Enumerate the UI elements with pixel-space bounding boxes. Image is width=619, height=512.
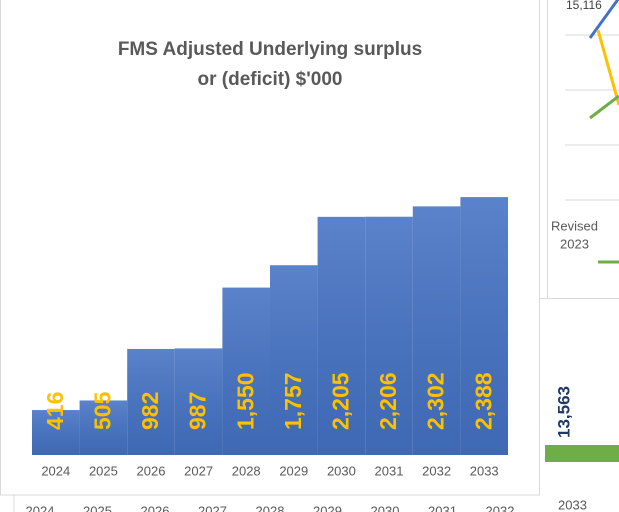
bottom-axis: 2024 2025 2026 2027 2028 2029 2030 2031 2032	[26, 503, 515, 512]
bar-shade	[365, 216, 413, 455]
data-label: 2,206	[375, 372, 401, 430]
data-label: 1,757	[280, 372, 306, 430]
bar-shade	[174, 348, 223, 455]
x-tick-label: 2029	[313, 503, 342, 512]
line	[588, 0, 619, 39]
x-tick-label: 2031	[428, 503, 457, 512]
bar-shade	[79, 400, 128, 455]
bar-shade	[127, 348, 175, 455]
bar-shade	[270, 265, 318, 455]
x-tick-label: 2032	[486, 503, 515, 512]
x-tick-label: 2026	[137, 463, 166, 478]
data-label: 1,550	[232, 372, 258, 430]
data-label: 505	[89, 391, 115, 430]
x-tick-label: 2028	[256, 503, 285, 512]
data-label: 982	[137, 392, 163, 430]
bar-shade	[32, 410, 80, 455]
x-tick-label: 2025	[83, 503, 112, 512]
x-tick-label: 2032	[422, 463, 451, 478]
x-tick-label: 2025	[89, 463, 118, 478]
data-label: 987	[185, 392, 211, 430]
x-tick-label: 2030	[371, 503, 400, 512]
chart-subtitle: or (deficit) $'000	[198, 69, 343, 90]
x-tick-label: 2026	[141, 503, 170, 512]
x-tick-label: 2027	[184, 463, 213, 478]
axis-label: Revised	[551, 218, 598, 233]
bar-shade	[317, 216, 366, 455]
data-label: 2,388	[470, 372, 496, 430]
x-tick-label: 2031	[375, 463, 404, 478]
line	[589, 94, 619, 120]
bars: 416 2024 505 2025 982 2026 987 2027 1,550 2028 1,7…	[32, 197, 508, 478]
line	[596, 29, 619, 106]
data-label: 15,116	[566, 0, 602, 12]
x-tick-label: 2030	[327, 463, 356, 478]
x-tick-label: 2033	[470, 463, 499, 478]
x-tick-label: 2024	[26, 503, 55, 512]
data-label: 416	[42, 392, 68, 430]
data-label: 13,563	[554, 386, 573, 438]
x-tick-label: 2024	[41, 463, 70, 478]
x-tick-label: 2028	[232, 463, 261, 478]
bar-shade	[412, 206, 461, 455]
data-label: 2,205	[327, 372, 353, 430]
bar-shade	[222, 287, 270, 455]
chart-title: FMS Adjusted Underlying surplus	[118, 39, 422, 60]
bar-shade	[460, 197, 508, 455]
data-label: 2,302	[423, 372, 449, 430]
x-tick-label: 2033	[558, 497, 587, 512]
x-tick-label: 2029	[279, 463, 308, 478]
axis-label: 2023	[560, 236, 589, 251]
bar	[545, 445, 619, 462]
x-tick-label: 2027	[198, 503, 227, 512]
